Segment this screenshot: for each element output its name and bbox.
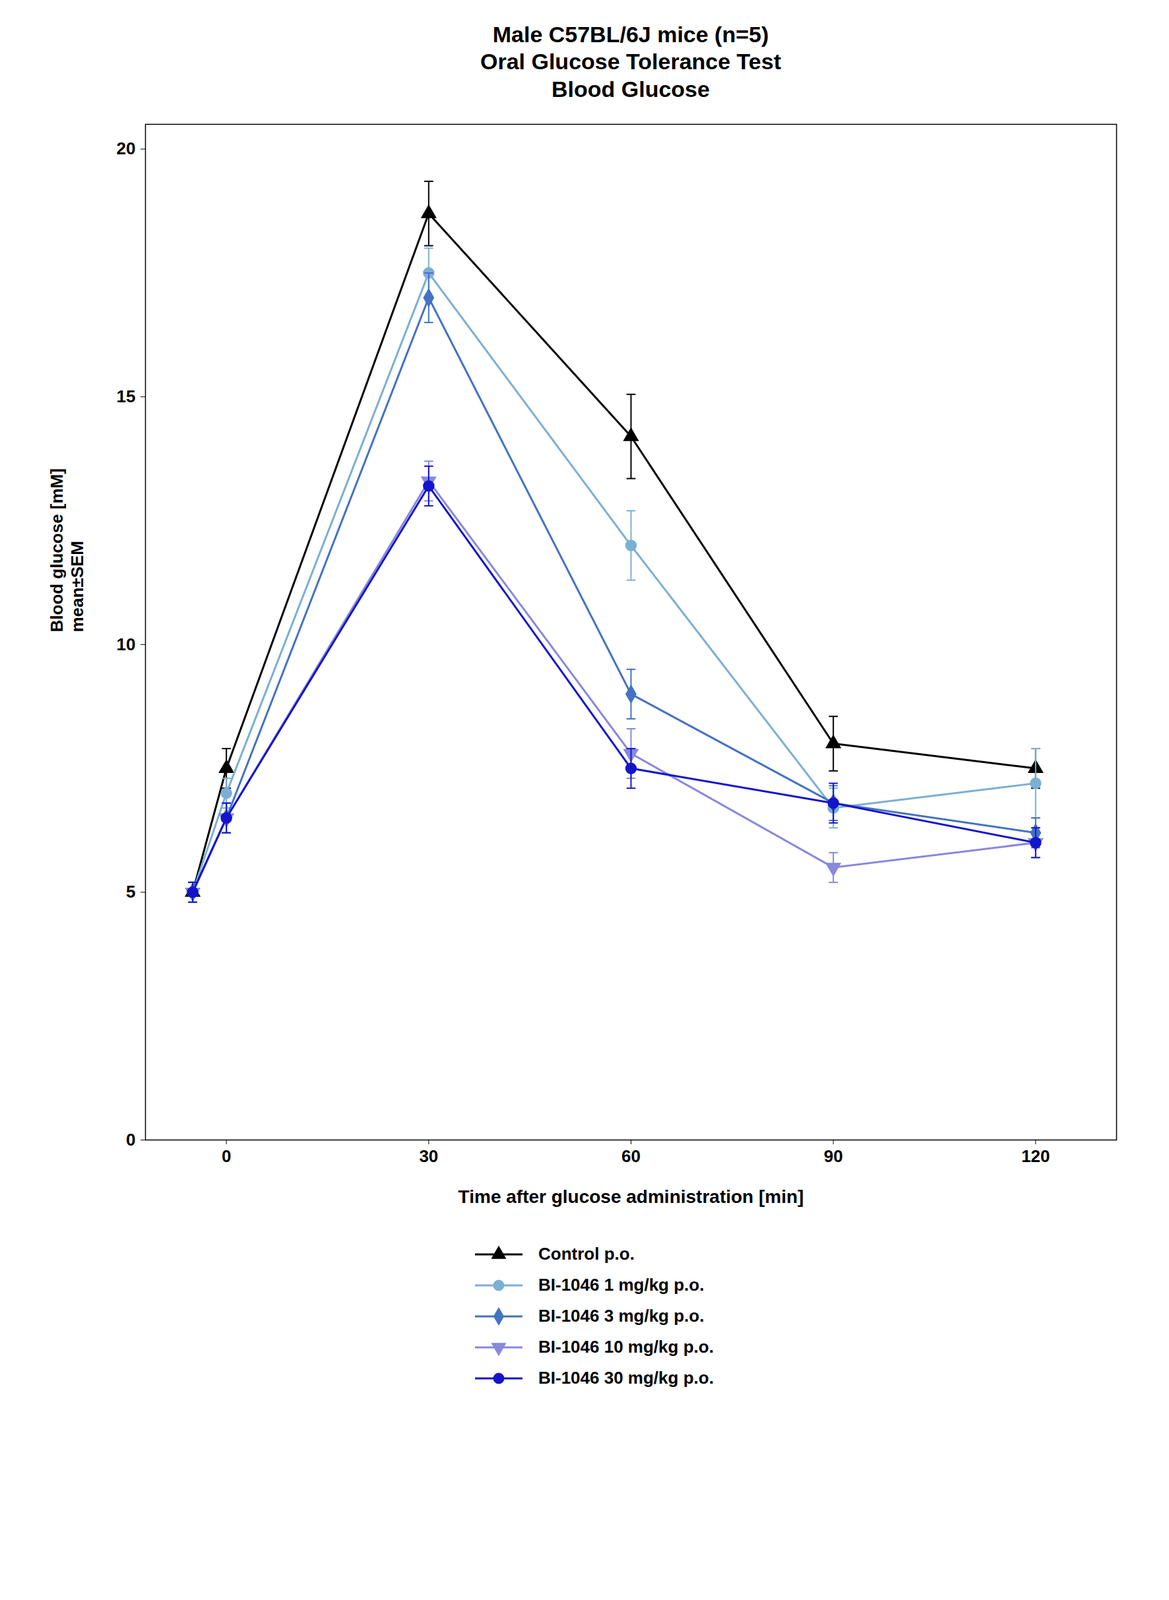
svg-text:60: 60 (621, 1146, 641, 1167)
svg-text:15: 15 (116, 386, 136, 407)
html-text:BI-1046 10 mg/kg p.o.: BI-1046 10 mg/kg p.o. (538, 1337, 714, 1358)
html-text:BI-1046 30 mg/kg p.o.: BI-1046 30 mg/kg p.o. (538, 1368, 714, 1389)
html-text:BI-1046 3 mg/kg p.o.: BI-1046 3 mg/kg p.o. (538, 1306, 705, 1327)
svg-text:5: 5 (126, 882, 136, 902)
svg-text:0: 0 (126, 1130, 136, 1150)
svg-text:90: 90 (823, 1146, 844, 1167)
html-text:Male C57BL/6J mice (n=5): Male C57BL/6J mice (n=5) (492, 21, 769, 47)
html-text:Control p.o.: Control p.o. (538, 1244, 635, 1265)
html-text:BI-1046 1 mg/kg p.o.: BI-1046 1 mg/kg p.o. (538, 1275, 705, 1296)
svg-text:0: 0 (221, 1146, 231, 1167)
svg-text:Time after glucose administrat: Time after glucose administration [min] (458, 1186, 805, 1208)
svg-text:30: 30 (418, 1146, 439, 1167)
html-text:Oral Glucose Tolerance Test: Oral Glucose Tolerance Test (480, 49, 782, 75)
svg-text:10: 10 (116, 634, 136, 655)
html-text:Blood Glucose: Blood Glucose (551, 76, 710, 102)
svg-text:Blood glucose [mM]mean±SEM: Blood glucose [mM]mean±SEM (46, 468, 88, 632)
svg-text:20: 20 (116, 139, 136, 159)
svg-text:120: 120 (1021, 1146, 1050, 1167)
